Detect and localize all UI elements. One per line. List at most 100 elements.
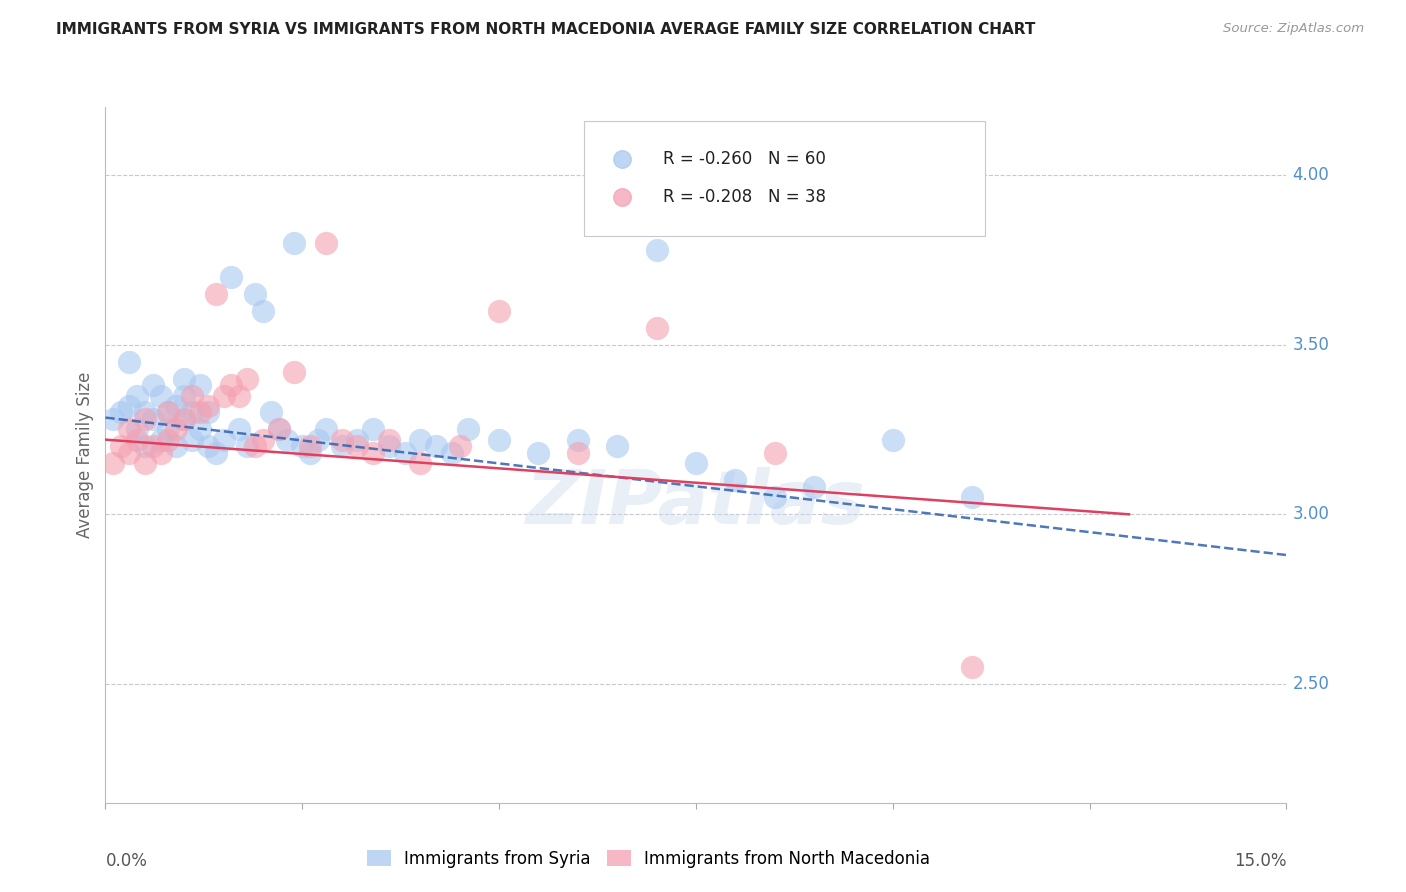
Point [173,412,195,426]
Point [252,303,274,318]
Point [960,660,983,674]
Point [606,439,628,453]
Point [449,439,471,453]
Point [165,439,187,453]
Point [157,405,180,419]
Point [260,405,283,419]
Legend: Immigrants from Syria, Immigrants from North Macedonia: Immigrants from Syria, Immigrants from N… [361,843,936,874]
Text: 4.00: 4.00 [1292,166,1329,184]
Text: 3.00: 3.00 [1292,505,1329,524]
Point [409,457,432,471]
Point [125,388,148,402]
Point [763,446,786,460]
Point [236,371,259,385]
Point [236,439,259,453]
Point [645,243,668,257]
Point [315,235,337,250]
Text: IMMIGRANTS FROM SYRIA VS IMMIGRANTS FROM NORTH MACEDONIA AVERAGE FAMILY SIZE COR: IMMIGRANTS FROM SYRIA VS IMMIGRANTS FROM… [56,22,1036,37]
Point [567,446,589,460]
Point [157,422,180,436]
Point [221,269,243,284]
Point [188,405,211,419]
Point [149,388,172,402]
Point [299,439,322,453]
Point [142,412,165,426]
Point [103,457,125,471]
Point [212,433,235,447]
Point [221,378,243,392]
Text: R = -0.260   N = 60: R = -0.260 N = 60 [662,150,825,169]
Point [361,422,384,436]
Point [267,422,290,436]
Text: R = -0.208   N = 38: R = -0.208 N = 38 [662,188,825,206]
Point [960,491,983,505]
Point [685,457,707,471]
Point [110,439,132,453]
Point [204,446,226,460]
Point [724,474,747,488]
Point [425,439,447,453]
Point [803,480,825,494]
Point [134,405,156,419]
Point [134,457,156,471]
Point [394,446,416,460]
Point [125,422,148,436]
Text: Source: ZipAtlas.com: Source: ZipAtlas.com [1223,22,1364,36]
Point [346,439,368,453]
Point [134,439,156,453]
Point [181,433,204,447]
Point [173,371,195,385]
Point [276,433,298,447]
Point [283,365,305,379]
Text: 15.0%: 15.0% [1234,852,1286,870]
Point [212,388,235,402]
Point [252,433,274,447]
Point [118,446,141,460]
Point [307,433,329,447]
Point [142,378,165,392]
Point [149,433,172,447]
FancyBboxPatch shape [583,121,986,235]
Point [197,405,219,419]
Point [457,422,479,436]
Point [440,446,463,460]
Point [409,433,432,447]
Point [118,354,141,368]
Point [204,286,226,301]
Point [330,433,353,447]
Point [157,405,180,419]
Point [181,405,204,419]
Point [181,388,204,402]
Point [118,399,141,413]
Point [378,433,401,447]
Point [488,433,510,447]
Point [315,422,337,436]
Point [173,388,195,402]
Point [197,399,219,413]
Point [882,433,904,447]
Point [188,422,211,436]
Text: 3.50: 3.50 [1292,335,1329,353]
Point [197,439,219,453]
Point [763,491,786,505]
Point [157,433,180,447]
Point [243,439,266,453]
Point [125,433,148,447]
Point [361,446,384,460]
Point [299,446,322,460]
Point [228,422,250,436]
Point [346,433,368,447]
Point [488,303,510,318]
Point [134,412,156,426]
Point [283,235,305,250]
Text: ZIPatlas: ZIPatlas [526,467,866,541]
Point [645,320,668,334]
Point [149,446,172,460]
Point [110,405,132,419]
Point [165,399,187,413]
Text: 2.50: 2.50 [1292,675,1329,693]
Point [527,446,550,460]
Point [378,439,401,453]
Point [165,422,187,436]
Point [188,378,211,392]
